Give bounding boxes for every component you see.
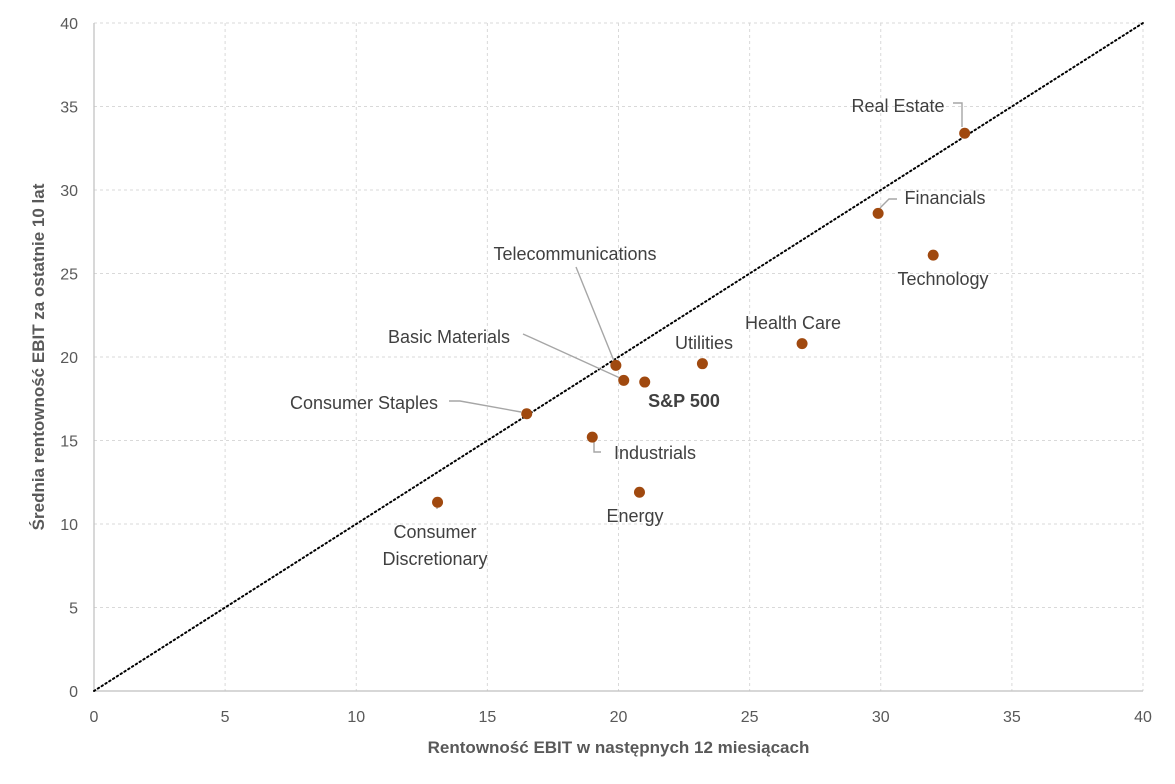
x-tick-label: 0 [90, 709, 99, 726]
data-point [872, 207, 884, 219]
label-leader-line [449, 400, 522, 413]
data-point [610, 359, 622, 371]
x-axis-title: Rentowność EBIT w następnych 12 miesiąca… [428, 738, 810, 757]
y-tick-label: 5 [69, 601, 78, 618]
data-label: Energy [606, 506, 663, 526]
label-leader-line [575, 266, 615, 362]
label-leader-line [522, 333, 621, 379]
data-point [633, 486, 645, 498]
data-label: S&P 500 [648, 391, 720, 411]
data-point [959, 127, 971, 139]
x-tick-label: 20 [610, 709, 628, 726]
data-label-line: Discretionary [382, 549, 487, 569]
label-leader-line [953, 102, 963, 127]
data-label: Health Care [745, 313, 841, 333]
x-tick-label: 25 [741, 709, 759, 726]
x-tick-label: 5 [221, 709, 230, 726]
data-label: Consumer Staples [290, 393, 438, 413]
data-label: Real Estate [851, 96, 944, 116]
data-point [618, 374, 630, 386]
data-point [432, 496, 444, 508]
y-tick-label: 25 [60, 267, 78, 284]
data-label: Industrials [614, 443, 696, 463]
data-point [796, 338, 808, 350]
label-leader-line [593, 441, 601, 453]
data-label-line: Consumer [393, 522, 476, 542]
x-tick-label: 40 [1134, 709, 1152, 726]
x-tick-label: 35 [1003, 709, 1021, 726]
x-tick-label: 30 [872, 709, 890, 726]
y-tick-label: 20 [60, 350, 78, 367]
x-tick-label: 10 [347, 709, 365, 726]
data-point [586, 431, 598, 443]
data-point [639, 376, 651, 388]
y-tick-label: 10 [60, 517, 78, 534]
data-label: Consumer Discretionary [382, 522, 487, 569]
y-axis-title: Średnia rentowność EBIT za ostatnie 10 l… [29, 183, 48, 530]
data-point [927, 249, 939, 261]
data-label: Basic Materials [388, 327, 510, 347]
label-leader-line [879, 198, 897, 209]
y-tick-label: 40 [60, 16, 78, 33]
data-label: Financials [904, 188, 985, 208]
x-tick-label: 15 [478, 709, 496, 726]
y-tick-label: 35 [60, 100, 78, 117]
data-label: Technology [897, 269, 988, 289]
y-tick-label: 30 [60, 183, 78, 200]
y-tick-label: 0 [69, 684, 78, 701]
data-point [521, 408, 533, 420]
data-point [696, 358, 708, 370]
data-label: Telecommunications [493, 244, 656, 264]
data-label: Utilities [675, 333, 733, 353]
y-tick-label: 15 [60, 434, 78, 451]
